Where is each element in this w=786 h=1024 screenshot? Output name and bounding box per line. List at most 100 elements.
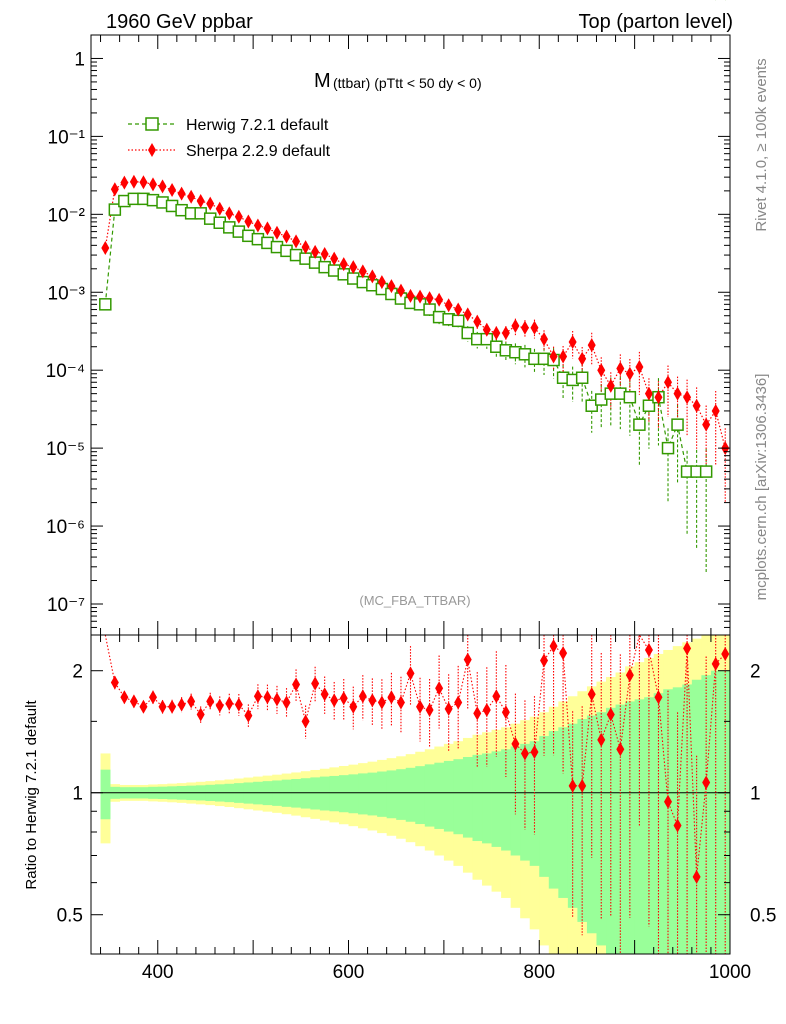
sherpa-point [606, 378, 615, 393]
sherpa-point [530, 320, 539, 335]
ratio-point [673, 818, 682, 833]
herwig-series-line [104, 198, 707, 473]
herwig-point [661, 441, 675, 455]
ratio-ylabel: Ratio to Herwig 7.2.1 default [23, 700, 40, 890]
ratio-point [272, 692, 281, 707]
band-inner-bin [539, 736, 550, 877]
band-inner-bin [434, 762, 445, 829]
band-inner-bin [596, 712, 607, 946]
band-inner-bin [520, 743, 531, 861]
ratio-point [349, 699, 358, 714]
ratio-ytick-label-left: 2 [72, 662, 83, 683]
sherpa-point [377, 275, 386, 290]
ratio-ytick-label-right: 1 [750, 784, 761, 805]
main-ytick-label: 10⁻⁴ [46, 361, 85, 382]
header-left: 1960 GeV ppbar [106, 11, 253, 33]
band-inner-bin [300, 778, 311, 809]
herwig-point [451, 314, 465, 328]
band-inner-bin [491, 751, 502, 847]
side-label-rivet: Rivet 4.1.0, ≥ 100k events [753, 58, 770, 231]
ratio-point [463, 652, 472, 667]
ratio-point [168, 699, 177, 714]
ratio-point [520, 746, 529, 761]
ratio-point [711, 656, 720, 671]
sherpa-point [673, 386, 682, 401]
ratio-point [253, 689, 262, 704]
herwig-point [699, 465, 713, 478]
herwig-point [671, 418, 684, 431]
sherpa-point [463, 307, 472, 322]
sherpa-point [110, 182, 119, 197]
sherpa-point [282, 229, 291, 244]
sherpa-point [330, 251, 339, 266]
sherpa-series-line [104, 181, 726, 449]
band-inner-bin [396, 769, 407, 820]
sherpa-point [311, 244, 320, 259]
ratio-point [396, 695, 405, 710]
ratio-point [377, 695, 386, 710]
ratio-point [482, 702, 491, 717]
sherpa-point [568, 334, 577, 349]
ratio-point [339, 691, 348, 706]
ratio-series-line [104, 633, 726, 877]
sherpa-point [187, 189, 196, 204]
ratio-ytick-label-right: 0.5 [750, 906, 776, 927]
plot-title-main: M [314, 70, 331, 92]
band-inner-bin [453, 759, 464, 835]
band-inner-bin [701, 675, 712, 954]
band-inner-bin [529, 741, 540, 866]
ratio-point [282, 695, 291, 710]
ratio-point [215, 698, 224, 713]
ratio-point [692, 869, 701, 884]
ratio-frame [90, 634, 731, 955]
ratio-point [454, 695, 463, 710]
ratio-point [549, 639, 558, 654]
xtick-label: 600 [333, 962, 365, 983]
ratio-point [606, 707, 615, 722]
band-inner-bin [567, 723, 578, 908]
sherpa-point [511, 318, 520, 333]
sherpa-point [292, 234, 301, 249]
sherpa-point [158, 179, 167, 194]
herwig-point [575, 371, 589, 384]
legend-sherpa-label: Sherpa 2.2.9 default [186, 143, 331, 160]
ratio-ytick-label-left: 0.5 [57, 906, 83, 927]
band-inner-bin [644, 697, 655, 954]
ratio-point [301, 714, 310, 729]
main-ytick-label: 1 [74, 49, 85, 70]
sherpa-point [196, 194, 205, 209]
ratio-point [292, 677, 301, 692]
sherpa-point [387, 279, 396, 294]
sherpa-point [492, 326, 501, 341]
ratio-point [578, 778, 587, 793]
legend: Herwig 7.2.1 default Sherpa 2.2.9 defaul… [128, 117, 331, 160]
xtick-label: 1000 [709, 962, 751, 983]
main-ytick-label: 10⁻⁶ [46, 517, 85, 538]
ratio-point [473, 706, 482, 721]
ratio-point [406, 666, 415, 681]
ratio-point [702, 775, 711, 790]
ratio-point [158, 699, 167, 714]
sherpa-point [368, 269, 377, 284]
ratio-point [511, 736, 520, 751]
band-inner-bin [329, 775, 340, 812]
ratio-point [358, 689, 367, 704]
sherpa-point [263, 221, 272, 236]
sherpa-point [625, 366, 634, 381]
ratio-point [559, 646, 568, 661]
band-inner-bin [291, 779, 302, 808]
ratio-point [196, 707, 205, 722]
xtick-label: 400 [142, 962, 174, 983]
sherpa-point [349, 260, 358, 275]
sherpa-point [339, 257, 348, 272]
ratio-point [110, 675, 119, 690]
ratio-point [568, 778, 577, 793]
ratio-ytick-label-right: 2 [750, 662, 761, 683]
band-inner-bin [501, 749, 512, 851]
ratio-point [177, 697, 186, 712]
sherpa-point [578, 351, 587, 366]
main-ytick-label: 10⁻¹ [48, 127, 86, 148]
sherpa-point [129, 174, 138, 189]
sherpa-point [501, 326, 510, 341]
